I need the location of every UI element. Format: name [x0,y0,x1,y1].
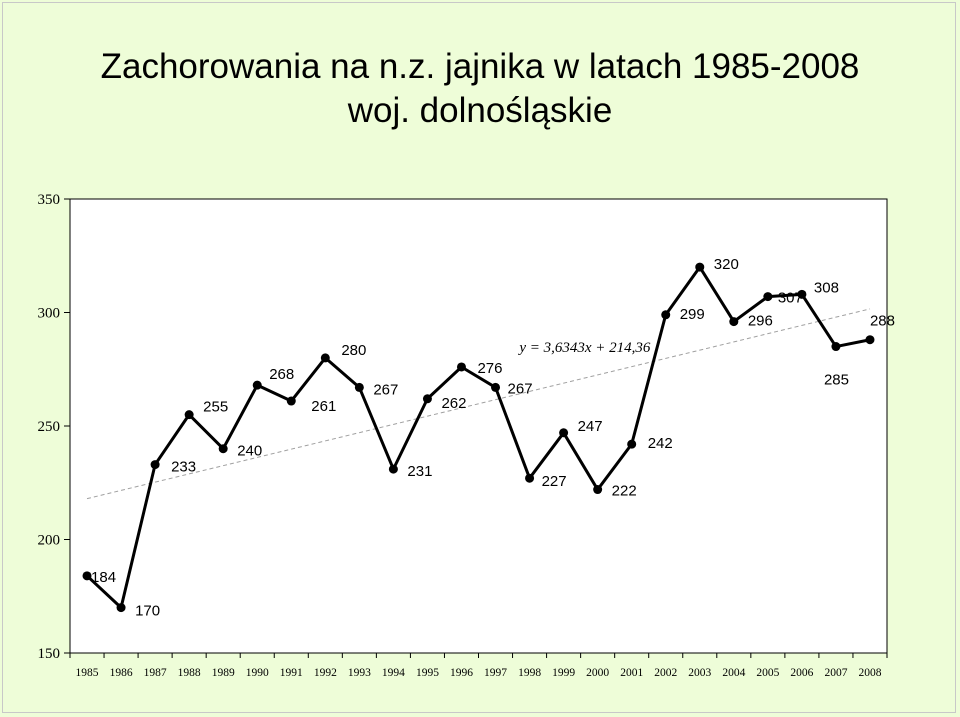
data-point [354,382,364,392]
x-tick-label: 2003 [688,667,711,679]
x-tick-label: 1994 [382,667,405,679]
x-tick-label: 2006 [790,667,813,679]
y-tick-label: 200 [38,533,61,549]
x-tick-label: 1992 [314,667,337,679]
x-tick-label: 1993 [348,667,371,679]
data-point [627,439,637,449]
data-point [491,382,501,392]
trend-equation: y = 3,6343x + 214,36 [517,340,651,356]
x-tick-label: 1996 [450,667,473,679]
x-tick-label: 1997 [484,667,507,679]
x-tick-label: 2002 [654,667,677,679]
x-tick-label: 1995 [416,667,439,679]
data-point [865,335,875,345]
data-label: 288 [870,313,895,330]
x-tick-label: 1991 [280,667,303,679]
data-label: 307 [778,290,803,307]
x-tick-label: 2001 [620,667,643,679]
data-label: 184 [91,569,116,586]
chart-title: Zachorowania na n.z. jajnika w latach 19… [100,47,860,86]
y-tick-label: 150 [38,646,61,662]
x-tick-label: 1985 [76,667,99,679]
data-point [661,310,671,320]
data-label: 222 [612,483,637,500]
data-label: 247 [578,418,603,435]
data-point [797,289,807,299]
y-tick-label: 250 [38,419,61,435]
data-label: 170 [135,603,160,620]
series-line [85,265,871,610]
x-tick-label: 2004 [722,667,745,679]
x-tick-label: 1990 [246,667,269,679]
data-point [456,362,466,372]
data-label: 299 [680,306,705,323]
data-point [763,292,773,302]
data-label: 267 [508,380,533,397]
data-label: 231 [407,463,432,480]
x-tick-label: 1987 [144,667,167,679]
data-point [320,353,330,363]
chart-title-block: Zachorowania na n.z. jajnika w latach 19… [0,45,960,133]
data-label: 268 [269,366,294,383]
data-point [525,473,535,483]
data-point [729,317,739,327]
x-tick-label: 1988 [178,667,201,679]
x-tick-label: 1986 [110,667,133,679]
data-label: 267 [373,381,398,398]
data-point [422,394,432,404]
data-label: 262 [441,395,466,412]
data-point [695,262,705,272]
data-point [593,485,603,495]
data-label: 255 [203,399,228,416]
x-tick-label: 1998 [518,667,541,679]
data-label: 240 [237,443,262,460]
x-tick-label: 2007 [824,667,847,679]
data-label: 280 [341,342,366,359]
data-point [116,603,126,613]
x-tick-label: 1999 [552,667,575,679]
trend-line [86,308,871,500]
data-point [831,342,841,352]
data-label: 320 [714,256,739,273]
x-tick-label: 2008 [858,667,881,679]
x-tick-label: 2000 [586,667,609,679]
data-point [82,571,92,581]
data-label: 227 [542,473,567,490]
x-tick-label: 2005 [756,667,779,679]
x-tick-label: 1989 [212,667,235,679]
data-label: 233 [171,459,196,476]
data-point [184,410,194,420]
data-point [559,428,569,438]
chart-subtitle: woj. dolnośląskie [347,91,613,130]
data-point [286,396,296,406]
data-point [218,444,228,454]
data-label: 276 [477,360,502,377]
data-label: 308 [814,279,839,296]
data-label: 296 [748,313,773,330]
data-point [388,464,398,474]
y-tick-label: 300 [38,306,61,322]
data-label: 261 [311,398,336,415]
plot-area [69,198,888,654]
data-label: 285 [824,372,849,389]
data-point [150,460,160,470]
data-point [252,380,262,390]
data-label: 242 [648,435,673,452]
y-tick-label: 350 [38,192,61,208]
